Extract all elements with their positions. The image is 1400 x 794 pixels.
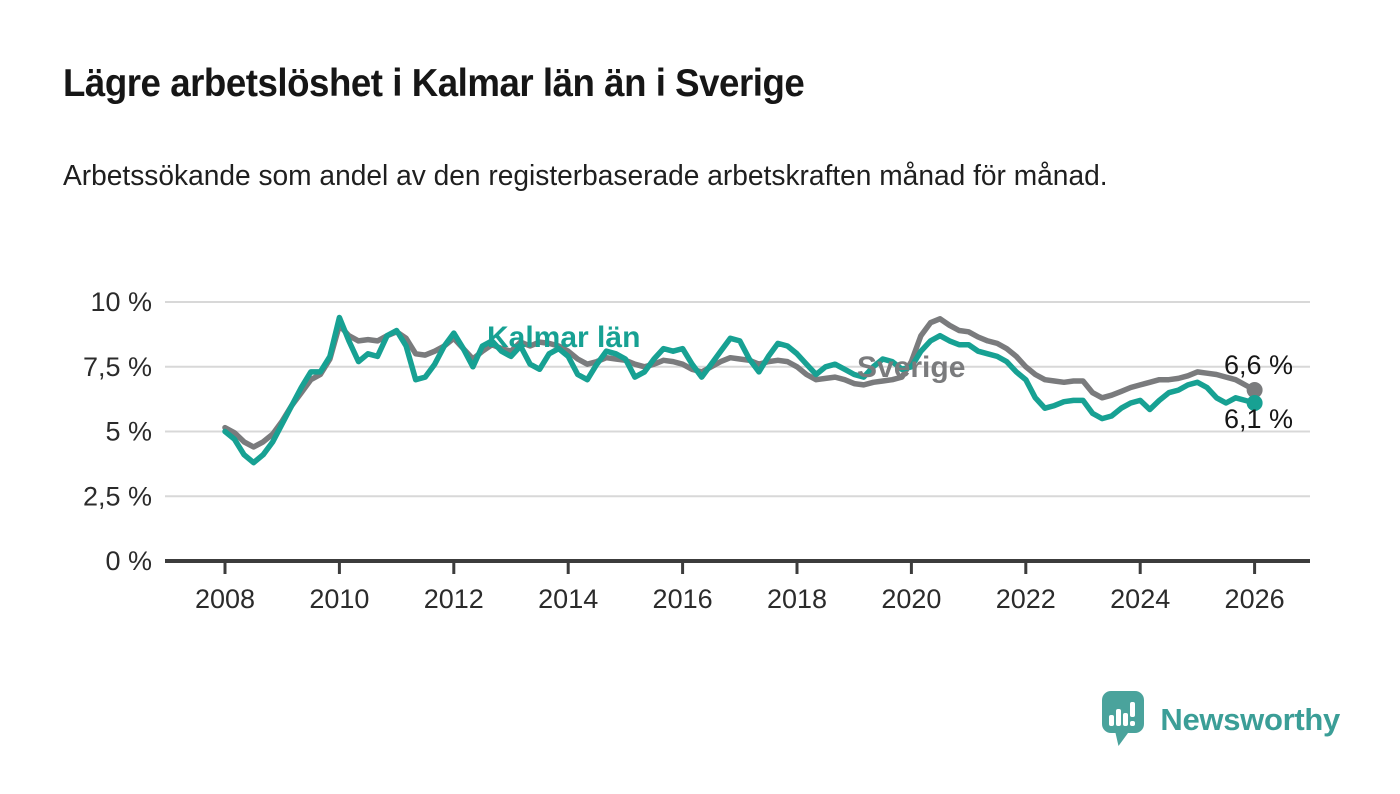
y-tick-label: 10 % [90,287,152,317]
x-tick-label: 2018 [767,584,827,614]
y-tick-label: 5 % [105,417,152,447]
bar-1 [1109,715,1115,726]
x-tick-label: 2026 [1225,584,1285,614]
x-tick-label: 2024 [1110,584,1170,614]
series-line-0 [222,316,1258,450]
newsworthy-brand: Newsworthy [1100,690,1340,750]
series-inline-label-1: Kalmar län [487,321,640,354]
newsworthy-speech-bubble-chart-icon [1102,691,1145,746]
chart-subtitle: Arbetssökande som andel av den registerb… [63,160,1108,192]
series-end-value-label-1: 6,1 % [1224,404,1293,434]
x-tick-label: 2016 [653,584,713,614]
exclamation-dot [1130,721,1136,726]
exclamation-bar [1130,702,1136,717]
series-line-1 [222,314,1258,466]
chart-title: Lägre arbetslöshet i Kalmar län än i Sve… [63,62,805,105]
series-end-dot-0 [1246,382,1263,399]
y-tick-label: 7,5 % [83,352,152,382]
brand-name: Newsworthy [1160,702,1340,737]
series-inline-label-0: Sverige [857,351,965,384]
y-tick-label: 2,5 % [83,481,152,511]
y-tick-label: 0 % [105,546,152,576]
bar-3 [1123,713,1129,726]
x-tick-label: 2014 [538,584,598,614]
x-tick-label: 2022 [996,584,1056,614]
x-tick-label: 2020 [881,584,941,614]
bar-2 [1116,709,1122,726]
x-tick-label: 2012 [424,584,484,614]
unemployment-line-chart: 0 % 2,5 % 5 % 7,5 % 10 % 2008 2010 2012 2014 2016… [83,287,1310,614]
x-tick-label: 2010 [309,584,369,614]
series-end-value-label-0: 6,6 % [1224,350,1293,380]
x-tick-label: 2008 [195,584,255,614]
series-end-dot-1 [1246,395,1263,412]
